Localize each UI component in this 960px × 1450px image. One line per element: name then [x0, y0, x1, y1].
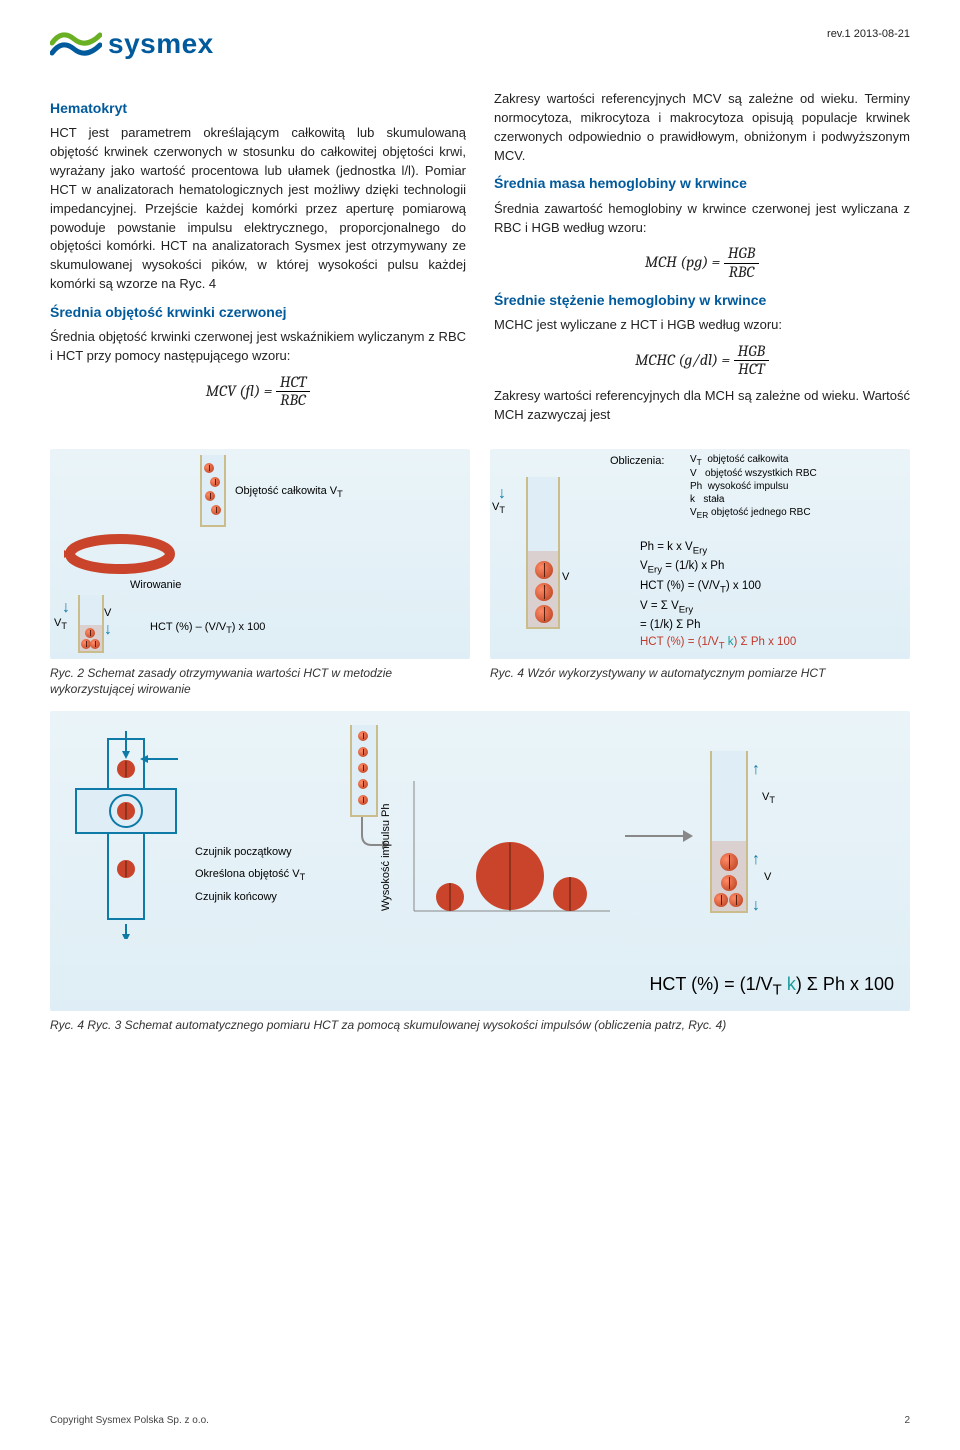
figure-4a: Obliczenia: VT objętość całkowita V obję… [490, 449, 910, 697]
formula-mch: MCH (pg) = HGB RBC [494, 245, 910, 281]
figure-4a-canvas: Obliczenia: VT objętość całkowita V obję… [490, 449, 910, 659]
formula-mchc-lhs: MCHC (g/dl) = [635, 351, 730, 369]
ylabel-ph: Wysokość impulsu Ph [380, 803, 392, 911]
formula-mchc: MCHC (g/dl) = HGB HCT [494, 343, 910, 379]
para-mch: Średnia zawartość hemoglobiny w krwince … [494, 200, 910, 238]
legend-symbols: VT objętość całkowita V objętość wszystk… [690, 453, 817, 522]
tube-before-icon [200, 455, 226, 527]
formula-mchc-num: HGB [734, 343, 770, 362]
revision-text: rev.1 2013-08-21 [827, 28, 910, 40]
eq-final-hct: HCT (%) = (1/VT k) Σ Ph x 100 [649, 974, 894, 999]
para-hct: HCT jest parametrem określającym całkowi… [50, 124, 466, 294]
para-mch-ranges: Zakresy wartości referencyjnych dla MCH … [494, 387, 910, 425]
heading-mchc: Średnie stężenie hemoglobiny w krwince [494, 290, 910, 310]
brand-text: sysmex [108, 28, 214, 60]
label-vt3: VT [762, 791, 775, 805]
heading-hematokryt: Hematokryt [50, 98, 466, 118]
label-v3: V [764, 871, 771, 883]
centrifuge-icon [60, 529, 180, 579]
figure-row-1: Objętość całkowita VT Wirowanie ↓ VT ↓ [50, 449, 910, 697]
eq-hct-spin: HCT (%) – (V/VT) x 100 [150, 621, 265, 635]
label-wirowanie: Wirowanie [130, 579, 181, 591]
sensor-labels: Czujnik początkowy Określona objętość VT… [195, 841, 305, 909]
label-v2: V [562, 571, 569, 583]
label-obliczenia: Obliczenia: [610, 455, 664, 467]
formula-mch-den: RBC [724, 264, 760, 282]
brand-logo: sysmex [50, 28, 214, 60]
formula-mcv-lhs: MCV (fl) = [206, 382, 273, 400]
text-columns: Hematokryt HCT jest parametrem określają… [50, 90, 910, 425]
formula-mch-lhs: MCH (pg) = [645, 253, 720, 271]
label-obj-calk: Objętość całkowita VT [235, 485, 343, 499]
figure-2: Objętość całkowita VT Wirowanie ↓ VT ↓ [50, 449, 470, 697]
formula-mcv-num: HCT [276, 374, 311, 393]
label-vt: VT [54, 617, 67, 631]
para-mcv: Średnia objętość krwinki czerwonej jest … [50, 328, 466, 366]
arrow-right-icon [625, 821, 695, 851]
label-vt2: VT [492, 501, 505, 515]
page-number: 2 [904, 1415, 910, 1426]
tube-inline-icon [350, 725, 378, 817]
pulse-graph-icon [390, 771, 620, 921]
equations-block: Ph = k x VEry VEry = (1/k) x Ph HCT (%) … [640, 539, 796, 655]
para-mchc: MCHC jest wyliczane z HCT i HGB według w… [494, 316, 910, 335]
wave-icon [50, 29, 102, 59]
eq-hct-final: HCT (%) = (1/VT k) Σ Ph x 100 [640, 634, 796, 654]
page-header: sysmex rev.1 2013-08-21 [50, 28, 910, 60]
copyright-text: Copyright Sysmex Polska Sp. z o.o. [50, 1415, 209, 1426]
heading-mcv: Średnia objętość krwinki czerwonej [50, 302, 466, 322]
formula-mcv-den: RBC [276, 392, 311, 410]
figure-2-canvas: Objętość całkowita VT Wirowanie ↓ VT ↓ [50, 449, 470, 659]
figure-2-caption: Ryc. 2 Schemat zasady otrzymywania warto… [50, 665, 470, 697]
label-v: V [104, 607, 111, 619]
formula-mch-num: HGB [724, 245, 760, 264]
heading-mch: Średnia masa hemoglobiny w krwince [494, 173, 910, 193]
tube-after-icon [78, 595, 104, 653]
figure-3-canvas: Czujnik początkowy Określona objętość VT… [50, 711, 910, 1011]
right-column: Zakresy wartości referencyjnych MCV są z… [494, 90, 910, 425]
figure-4a-caption: Ryc. 4 Wzór wykorzystywany w automatyczn… [490, 665, 910, 681]
page-footer: Copyright Sysmex Polska Sp. z o.o. 2 [50, 1415, 910, 1426]
formula-mcv: MCV (fl) = HCT RBC [50, 374, 466, 410]
figure-row-2: Czujnik początkowy Określona objętość VT… [50, 711, 910, 1033]
tube-result-icon [710, 751, 748, 913]
formula-mchc-den: HCT [734, 361, 770, 379]
figure-3-caption: Ryc. 4 Ryc. 3 Schemat automatycznego pom… [50, 1017, 910, 1033]
tube-calc-icon [526, 477, 560, 629]
left-column: Hematokryt HCT jest parametrem określają… [50, 90, 466, 425]
para-mcv-ranges: Zakresy wartości referencyjnych MCV są z… [494, 90, 910, 165]
